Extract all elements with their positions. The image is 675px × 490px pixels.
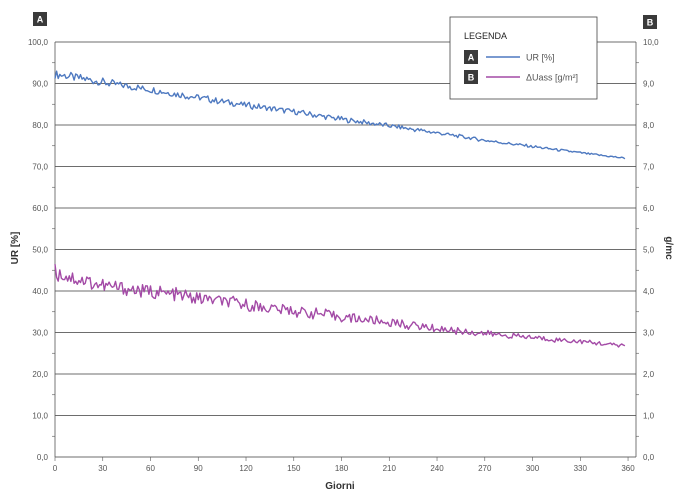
y-tick-right: 7,0 [643,163,655,172]
legend: LEGENDA A UR [%] B ΔUass [g/m²] [449,16,598,100]
y-tick-right: 8,0 [643,121,655,130]
tick-labels: 0,0 0,0 10,0 1,0 20,0 2,0 30,0 3,0 40,0 4,0 50,0 5,… [28,38,659,473]
gridlines [55,41,636,458]
y-tick-left: 50,0 [32,246,48,255]
y-tick-left: 80,0 [32,121,48,130]
x-tick-label: 90 [194,464,203,473]
right-axis-badge: B [643,15,657,29]
svg-text:B: B [468,73,475,83]
y-tick-left: 10,0 [32,412,48,421]
legend-entry-b: B ΔUass [g/m²] [464,70,578,84]
x-axis-label: Giorni [325,481,355,490]
svg-text:B: B [647,18,654,28]
legend-label-b: ΔUass [g/m²] [526,73,578,83]
y-tick-left: 60,0 [32,204,48,213]
y-tick-right: 10,0 [643,38,659,47]
series-line-ur [54,70,626,160]
x-tick-label: 30 [98,464,107,473]
y-axis-right-label: g/mc [663,236,674,260]
y-tick-left: 0,0 [37,453,49,462]
x-tick-label: 0 [53,464,58,473]
x-tick-label: 120 [239,464,253,473]
x-tick-label: 60 [146,464,155,473]
series-line-duass [54,264,626,348]
y-axis-left-label: UR [%] [10,232,21,265]
left-axis-badge: A [33,12,47,26]
legend-title: LEGENDA [464,31,507,41]
axes [52,42,639,461]
x-tick-label: 270 [478,464,492,473]
series-lines [54,70,626,348]
x-tick-label: 240 [430,464,444,473]
y-tick-left: 40,0 [32,287,48,296]
legend-label-a: UR [%] [526,53,555,63]
y-tick-left: 100,0 [28,38,49,47]
x-tick-label: 360 [621,464,635,473]
x-tick-label: 300 [526,464,540,473]
y-tick-left: 90,0 [32,80,48,89]
y-tick-left: 30,0 [32,329,48,338]
y-tick-right: 4,0 [643,287,655,296]
x-tick-label: 330 [574,464,588,473]
x-tick-label: 210 [383,464,397,473]
y-tick-right: 9,0 [643,80,655,89]
y-tick-right: 0,0 [643,453,655,462]
y-tick-left: 70,0 [32,163,48,172]
y-tick-right: 5,0 [643,246,655,255]
svg-text:A: A [37,15,44,25]
x-tick-label: 180 [335,464,349,473]
legend-entry-a: A UR [%] [464,50,555,64]
y-tick-right: 2,0 [643,370,655,379]
y-tick-right: 1,0 [643,412,655,421]
x-tick-label: 150 [287,464,301,473]
y-tick-right: 3,0 [643,329,655,338]
y-tick-left: 20,0 [32,370,48,379]
y-tick-right: 6,0 [643,204,655,213]
svg-text:A: A [468,53,475,63]
